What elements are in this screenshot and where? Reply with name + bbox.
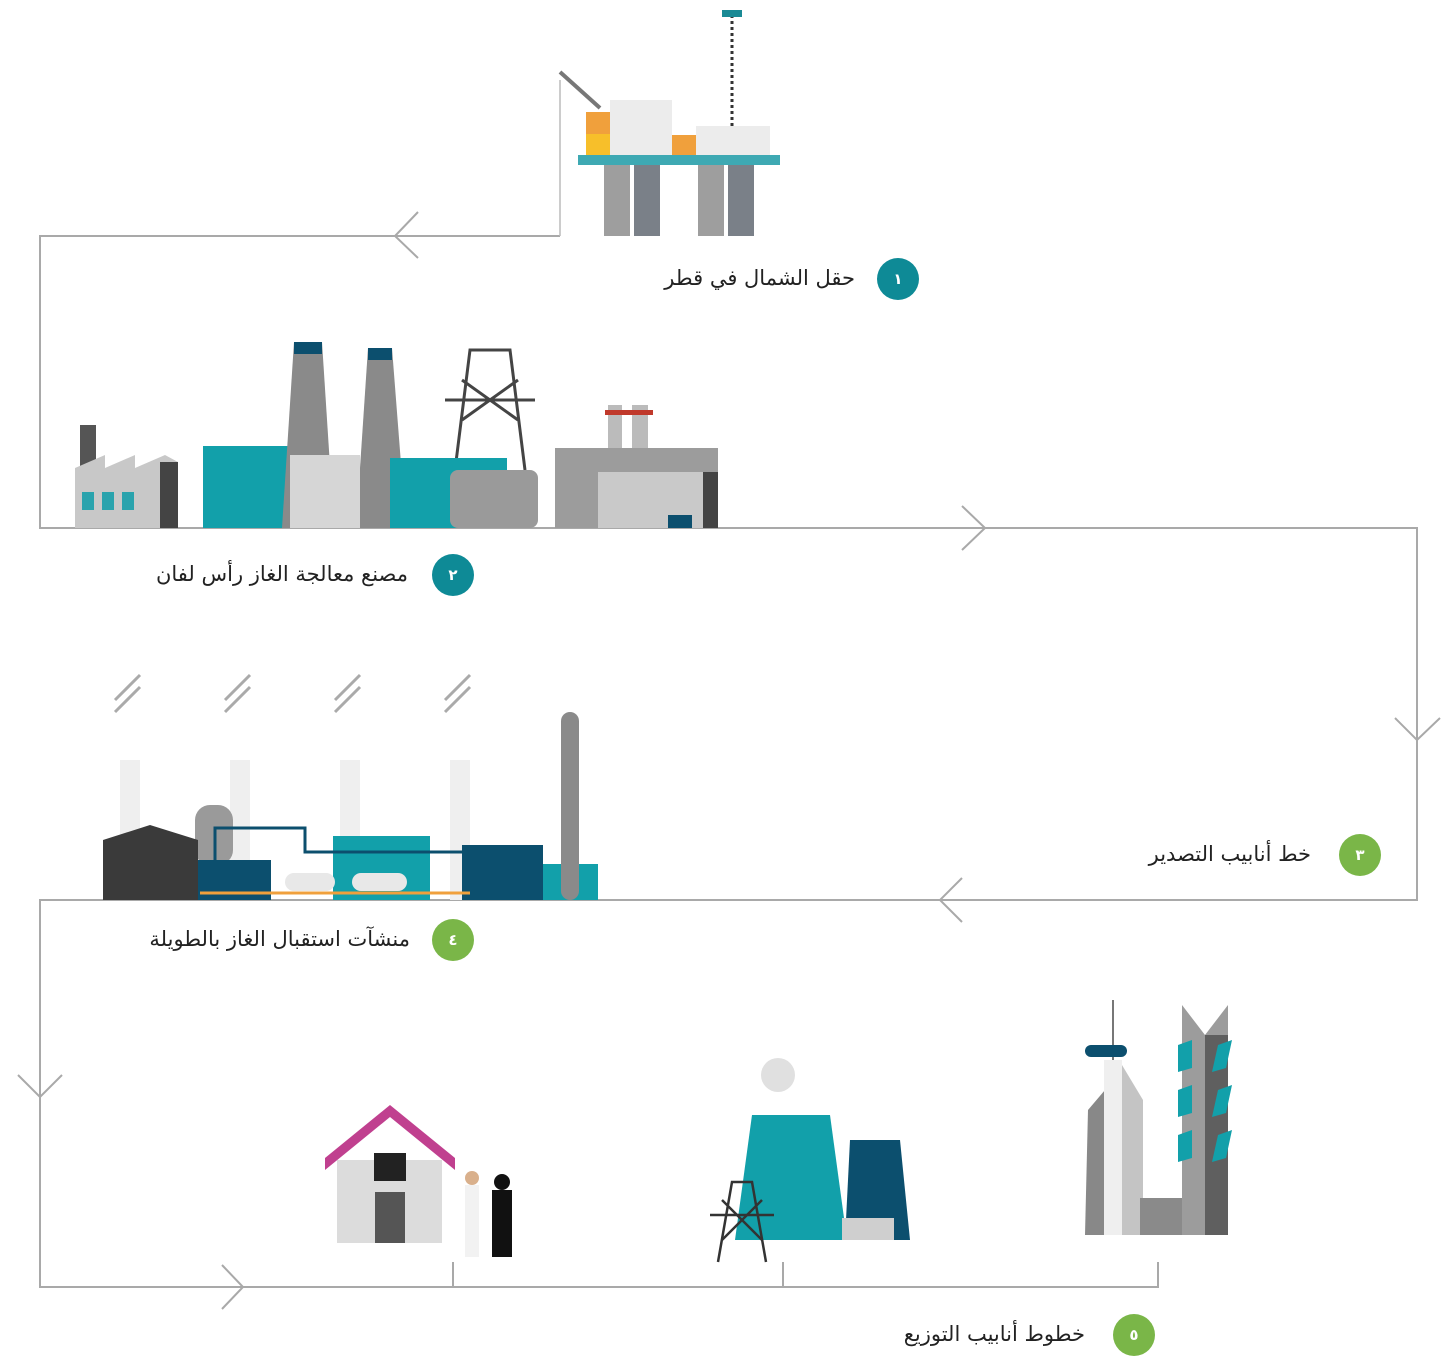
step-4: ٤ منشآت استقبال الغاز بالطويلة [149, 919, 474, 961]
gas-flow-diagram: ١ حقل الشمال في قطر ٢ مصنع معالجة الغاز … [0, 0, 1445, 1356]
step-number: ٤ [448, 931, 457, 949]
step-label: خط أنابيب التصدير [1148, 840, 1311, 866]
step-label: مصنع معالجة الغاز رأس لفان [156, 560, 408, 586]
step-2: ٢ مصنع معالجة الغاز رأس لفان [156, 554, 474, 596]
step-number: ٣ [1355, 846, 1364, 864]
step-label: حقل الشمال في قطر [663, 266, 855, 290]
step-number: ٥ [1129, 1326, 1138, 1344]
receiving-facilities [103, 675, 598, 900]
processing-plant [75, 342, 718, 528]
step-5: ٥ خطوط أنابيب التوزيع [904, 1314, 1155, 1356]
offshore-platform [560, 10, 780, 236]
step-number: ١ [893, 270, 902, 288]
distribution-consumers [325, 1000, 1232, 1262]
step-1: ١ حقل الشمال في قطر [663, 258, 919, 300]
step-label: منشآت استقبال الغاز بالطويلة [149, 926, 410, 951]
step-label: خطوط أنابيب التوزيع [904, 1320, 1085, 1346]
step-number: ٢ [448, 566, 457, 584]
step-3: ٣ خط أنابيب التصدير [1148, 834, 1381, 876]
